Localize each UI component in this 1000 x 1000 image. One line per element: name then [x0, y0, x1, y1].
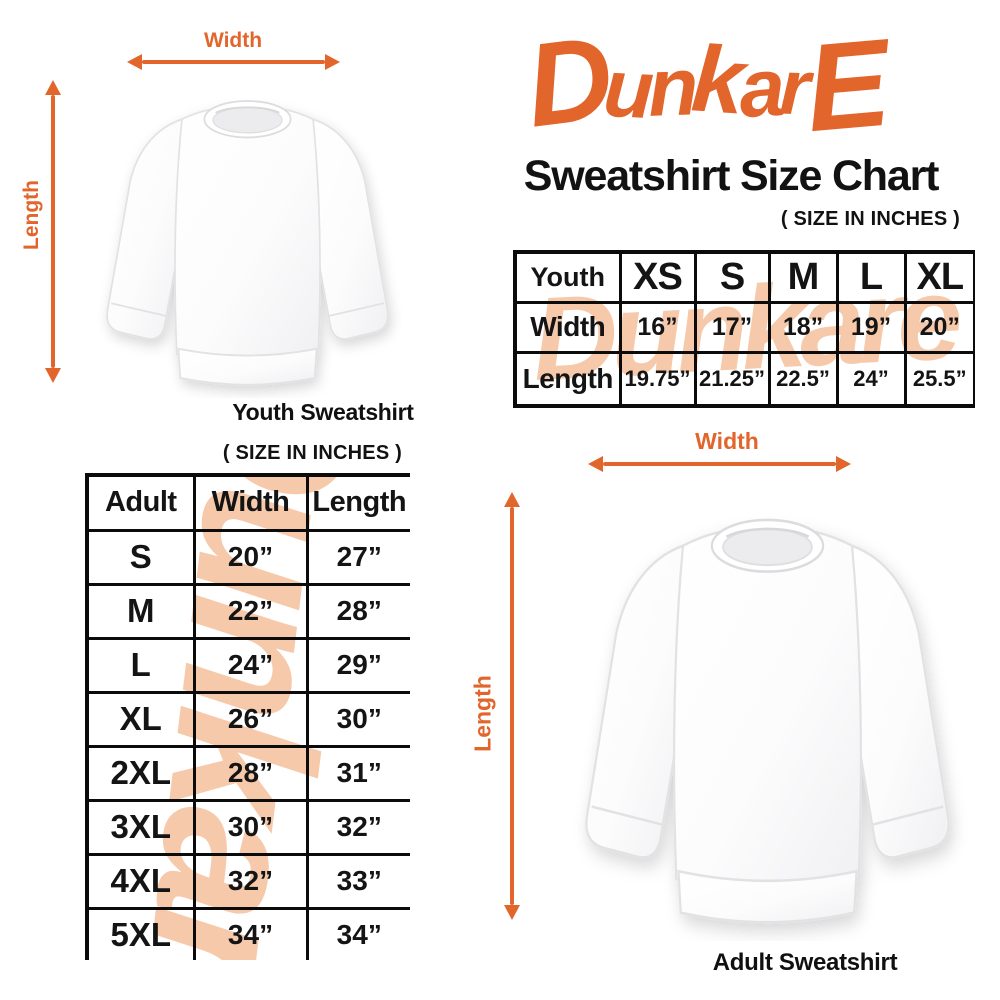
- table-cell: 24”: [192, 636, 309, 694]
- adult-figure-caption: Adult Sweatshirt: [712, 949, 898, 976]
- table-header-cell: Adult: [85, 473, 196, 532]
- table-cell: 20”: [192, 528, 309, 586]
- youth-size-note: ( SIZE IN INCHES ): [780, 208, 960, 230]
- row-label-cell: Length: [513, 350, 622, 408]
- size-label-cell: S: [85, 528, 196, 586]
- size-label-cell: XL: [85, 690, 196, 748]
- table-row: Width 16” 17” 18” 19” 20”: [513, 300, 975, 354]
- table-header-row: Adult Width Length: [85, 473, 410, 532]
- youth-length-label: Length: [20, 180, 43, 250]
- youth-width-arrow-icon: [127, 54, 340, 70]
- youth-width-label: Width: [203, 29, 263, 52]
- table-cell: 33”: [305, 852, 410, 910]
- table-cell: 31”: [305, 744, 410, 802]
- table-cell: 34”: [305, 906, 410, 960]
- table-cell: 25.5”: [903, 350, 975, 408]
- table-header-cell: S: [693, 250, 771, 304]
- dunkare-logo: D u n k a r E: [430, 6, 986, 158]
- table-header-cell: M: [767, 250, 839, 304]
- table-cell: 27”: [305, 528, 410, 586]
- youth-length-arrow-icon: [45, 80, 61, 383]
- table-header-row: Youth XS S M L XL: [513, 250, 975, 304]
- adult-width-arrow-icon: [588, 455, 851, 473]
- youth-size-table: Youth XS S M L XL Width 16” 17” 18” 19” …: [513, 250, 975, 408]
- table-cell: 22.5”: [767, 350, 839, 408]
- table-cell: 28”: [305, 582, 410, 640]
- table-cell: 30”: [192, 798, 309, 856]
- youth-size-table-wrap: Dunkare Youth XS S M L XL Width 16” 17” …: [513, 250, 975, 408]
- size-label-cell: 2XL: [85, 744, 196, 802]
- table-cell: 24”: [835, 350, 907, 408]
- adult-sweatshirt-image: [545, 476, 990, 941]
- adult-size-note: ( SIZE IN INCHES ): [222, 442, 402, 464]
- table-header-cell: XL: [903, 250, 975, 304]
- table-cell: 26”: [192, 690, 309, 748]
- table-cell: 28”: [192, 744, 309, 802]
- size-label-cell: 5XL: [85, 906, 196, 960]
- adult-size-table-wrap: Dunkare Adult Width Length S 20” 27” M 2…: [85, 473, 410, 960]
- adult-width-label: Width: [695, 428, 759, 454]
- table-row: 4XL 32” 33”: [85, 852, 410, 910]
- table-cell: 18”: [767, 300, 839, 354]
- size-label-cell: L: [85, 636, 196, 694]
- table-row: 3XL 30” 32”: [85, 798, 410, 856]
- table-row: 2XL 28” 31”: [85, 744, 410, 802]
- table-cell: 29”: [305, 636, 410, 694]
- table-row: Length 19.75” 21.25” 22.5” 24” 25.5”: [513, 350, 975, 408]
- table-cell: 34”: [192, 906, 309, 960]
- youth-sweatshirt-image: [75, 70, 420, 398]
- table-header-cell: Youth: [513, 250, 622, 304]
- table-row: 5XL 34” 34”: [85, 906, 410, 960]
- table-row: L 24” 29”: [85, 636, 410, 694]
- table-cell: 17”: [693, 300, 771, 354]
- size-label-cell: 4XL: [85, 852, 196, 910]
- table-cell: 21.25”: [693, 350, 771, 408]
- table-cell: 16”: [618, 300, 697, 354]
- table-cell: 19.75”: [618, 350, 697, 408]
- adult-length-label: Length: [469, 675, 496, 752]
- adult-length-arrow-icon: [503, 492, 521, 920]
- row-label-cell: Width: [513, 300, 622, 354]
- table-cell: 30”: [305, 690, 410, 748]
- table-header-cell: L: [835, 250, 907, 304]
- size-label-cell: 3XL: [85, 798, 196, 856]
- logo-letter: E: [800, 13, 896, 159]
- table-header-cell: XS: [618, 250, 697, 304]
- page-title: Sweatshirt Size Chart: [523, 152, 940, 200]
- table-row: S 20” 27”: [85, 528, 410, 586]
- table-cell: 32”: [192, 852, 309, 910]
- table-header-cell: Length: [305, 473, 410, 532]
- table-cell: 20”: [903, 300, 975, 354]
- youth-figure-caption: Youth Sweatshirt: [232, 399, 414, 425]
- table-cell: 19”: [835, 300, 907, 354]
- table-cell: 22”: [192, 582, 309, 640]
- table-header-cell: Width: [192, 473, 309, 532]
- table-cell: 32”: [305, 798, 410, 856]
- size-label-cell: M: [85, 582, 196, 640]
- table-row: M 22” 28”: [85, 582, 410, 640]
- adult-size-table: Adult Width Length S 20” 27” M 22” 28” L…: [85, 473, 410, 960]
- table-row: XL 26” 30”: [85, 690, 410, 748]
